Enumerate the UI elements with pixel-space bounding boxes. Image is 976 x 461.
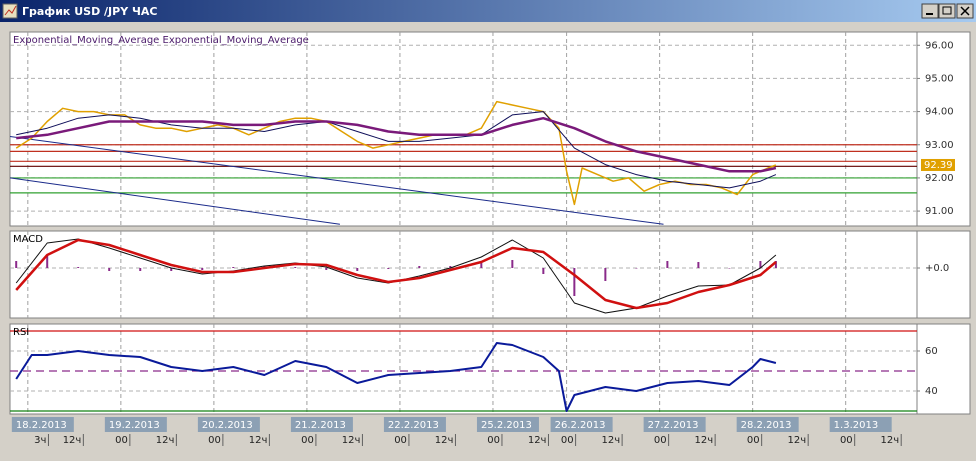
y-tick-label: 93.00 [925,140,954,151]
histogram-bar [325,268,328,270]
x-tick-label: 21.2.2013 [295,420,346,431]
histogram-bar [356,268,359,271]
y-tick-label: 92.00 [925,173,954,184]
x-minor-tick-label: 00 [301,435,314,446]
x-minor-tick-label: 12ч [601,435,620,446]
panel-title: RSI [13,327,29,338]
date-box [383,417,446,432]
x-tick-label: 26.2.2013 [555,420,606,431]
date-box [290,417,353,432]
x-minor-tick-label: 12ч [342,435,361,446]
panel [9,230,971,319]
histogram-bar [774,261,777,268]
x-minor-tick-label: 00 [840,435,853,446]
date-box [197,417,260,432]
x-tick-label: 22.2.2013 [388,420,439,431]
histogram-bar [604,268,607,281]
histogram-bar [170,268,173,271]
y-tick-label: 91.00 [925,206,954,217]
x-minor-tick-label: 00 [561,435,574,446]
y-tick-label: +0.0 [925,263,949,274]
last-value-box [921,158,955,171]
histogram-bar [77,267,80,268]
plot-area [10,32,917,226]
last-value-label: 92.39 [924,160,953,171]
date-box [736,417,799,432]
histogram-bar [635,268,638,269]
x-minor-tick-label: 12ч [695,435,714,446]
date-box [104,417,167,432]
histogram-bar [387,268,390,269]
x-tick-label: 25.2.2013 [481,420,532,431]
panel-title: Exponential_Moving_Average Exponential_M… [13,35,309,46]
x-tick-label: 1.3.2013 [834,420,879,431]
close-icon [960,6,970,16]
plot-area [10,231,917,318]
date-box [829,417,892,432]
series-line [10,136,664,225]
histogram-bar [46,256,49,268]
series-line [16,116,777,173]
date-box [11,417,74,432]
y-tick-label: 95.00 [925,73,954,84]
histogram-bar [573,268,576,296]
date-box [550,417,613,432]
y-tick-label: 60 [925,346,938,357]
histogram-bar [201,268,204,270]
x-minor-tick-label: 12ч [788,435,807,446]
x-minor-tick-label: 00 [747,435,760,446]
x-minor-tick-label: 12ч [156,435,175,446]
histogram-bar [759,261,762,268]
series-line [15,342,777,412]
histogram-bar [294,267,297,268]
x-minor-tick-label: 00 [394,435,407,446]
x-minor-tick-label: 00 [654,435,667,446]
histogram-bar [480,263,483,268]
panel [9,323,971,415]
x-minor-tick-label: 12ч [63,435,82,446]
x-minor-tick-label: 12ч [249,435,268,446]
minimize-button[interactable] [921,3,939,19]
panel-title: MACD [13,234,43,245]
histogram-bar [232,267,235,268]
histogram-bar [15,261,18,268]
plot-area [10,324,917,414]
histogram-bar [728,268,731,269]
x-minor-tick-label: 3ч [34,435,46,446]
x-tick-label: 27.2.2013 [648,420,699,431]
x-minor-tick-label: 00 [208,435,221,446]
histogram-bar [418,266,421,268]
x-tick-label: 18.2.2013 [16,420,67,431]
series-line [15,238,777,310]
histogram-bar [666,261,669,268]
date-box [476,417,539,432]
x-minor-tick-label: 12ч [881,435,900,446]
histogram-bar [108,268,111,271]
x-minor-tick-label: 12ч [435,435,454,446]
histogram-bar [511,260,514,268]
window-icon-graph [4,5,17,16]
maximize-button[interactable] [938,3,956,19]
x-tick-label: 28.2.2013 [741,420,792,431]
histogram-bar [542,268,545,274]
y-tick-label: 96.00 [925,40,954,51]
y-tick-label: 40 [925,386,938,397]
series-line [10,177,340,225]
window-title: График USD /JPY ЧАС [22,5,157,18]
x-minor-tick-label: 00 [487,435,500,446]
histogram-bar [449,266,452,268]
series-line [16,111,777,189]
date-box [643,417,706,432]
histogram-bar [139,268,142,271]
x-tick-label: 19.2.2013 [109,420,160,431]
y-tick-label: 94.00 [925,107,954,118]
histogram-bar [697,262,700,268]
x-minor-tick-label: 00 [115,435,128,446]
series-line [15,100,777,206]
x-tick-label: 20.2.2013 [202,420,253,431]
x-minor-tick-label: 12ч [528,435,547,446]
title-bar [0,0,976,22]
maximize-icon [942,6,952,15]
